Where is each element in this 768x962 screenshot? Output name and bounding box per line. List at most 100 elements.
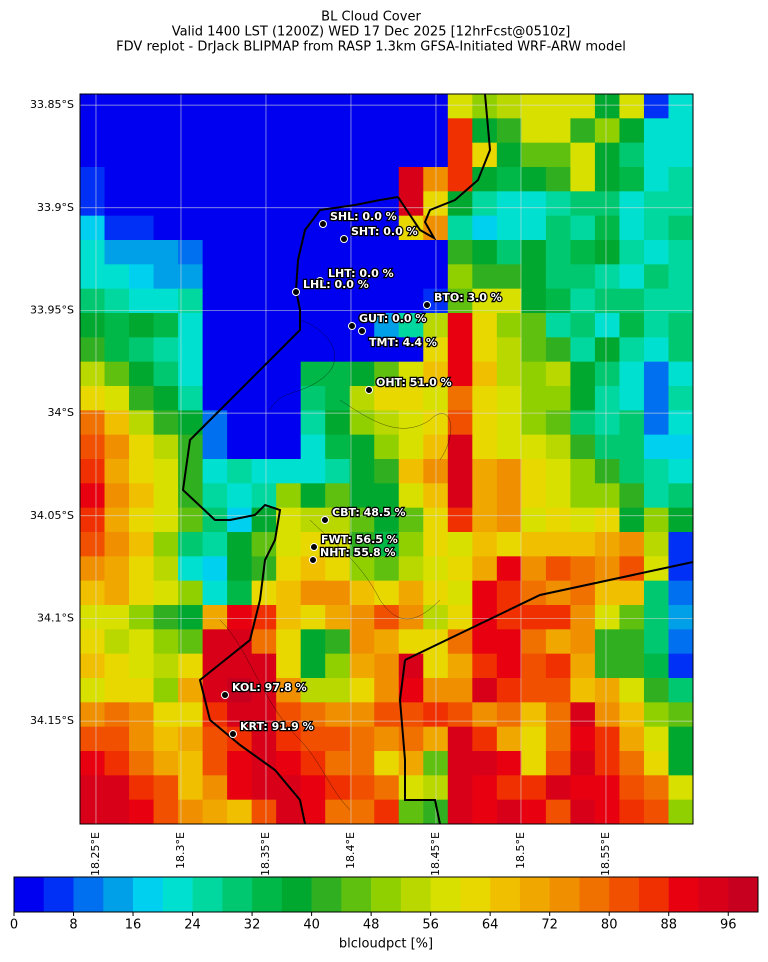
- raster: [80, 94, 694, 825]
- cell: [472, 167, 498, 192]
- cell: [227, 118, 253, 144]
- cell: [349, 94, 375, 119]
- cell: [545, 629, 571, 655]
- cell: [276, 483, 302, 509]
- cell: [619, 288, 645, 314]
- cell: [545, 313, 571, 338]
- cell: [374, 215, 400, 241]
- cell: [668, 240, 694, 265]
- cell: [496, 264, 522, 290]
- cell: [447, 337, 473, 363]
- cell: [668, 507, 694, 533]
- cell: [643, 386, 669, 411]
- cell: [251, 702, 277, 728]
- cell: [349, 459, 375, 484]
- cell: [521, 775, 547, 801]
- cell: [447, 556, 473, 582]
- cell: [178, 629, 204, 655]
- cell: [594, 556, 620, 582]
- cell: [570, 532, 596, 557]
- cell: [80, 215, 106, 241]
- cell: [349, 702, 375, 728]
- cell: [178, 653, 204, 679]
- cell: [300, 653, 326, 679]
- cell: [521, 361, 547, 387]
- cell: [325, 142, 351, 168]
- cell: [374, 726, 400, 752]
- cell: [545, 605, 571, 630]
- cell: [545, 410, 571, 436]
- cell: [80, 288, 106, 314]
- cell: [202, 288, 228, 314]
- cell: [276, 94, 302, 119]
- cell: [178, 191, 204, 217]
- cell: [398, 313, 424, 338]
- cell: [325, 507, 351, 533]
- cell: [104, 191, 130, 217]
- cell: [349, 215, 375, 241]
- cell: [398, 118, 424, 144]
- map-frame: [79, 93, 694, 825]
- cell: [129, 240, 155, 265]
- cell: [668, 775, 694, 801]
- cell: [153, 751, 179, 776]
- cell: [374, 240, 400, 265]
- cell: [104, 313, 130, 338]
- cell: [349, 118, 375, 144]
- cell: [643, 629, 669, 655]
- cell: [496, 94, 522, 119]
- cell: [619, 580, 645, 606]
- cell: [496, 313, 522, 338]
- station-marker: [365, 386, 373, 394]
- cell: [619, 507, 645, 533]
- cell: [374, 118, 400, 144]
- cell: [496, 459, 522, 484]
- cell: [251, 191, 277, 217]
- cell: [496, 580, 522, 606]
- cell: [643, 726, 669, 752]
- cell: [80, 191, 106, 217]
- cell: [104, 264, 130, 290]
- cell: [447, 240, 473, 265]
- cell: [668, 167, 694, 192]
- cell: [80, 726, 106, 752]
- cell: [178, 288, 204, 314]
- colorbar-tick-label: 88: [660, 918, 677, 933]
- cell: [496, 702, 522, 728]
- cell: [80, 434, 106, 460]
- cell: [227, 434, 253, 460]
- x-tick-label: 18.3°E: [174, 832, 187, 869]
- cell: [300, 434, 326, 460]
- cell: [472, 799, 498, 825]
- cell: [398, 629, 424, 655]
- cell: [496, 799, 522, 825]
- cell: [619, 167, 645, 192]
- cell: [349, 361, 375, 387]
- cell: [668, 751, 694, 776]
- cell: [153, 507, 179, 533]
- cell: [496, 386, 522, 411]
- cell: [178, 775, 204, 801]
- cell: [521, 240, 547, 265]
- cell: [276, 215, 302, 241]
- cell: [349, 264, 375, 290]
- cell: [545, 118, 571, 144]
- cell: [398, 94, 424, 119]
- cell: [594, 142, 620, 168]
- x-tick-label: 18.4°E: [344, 832, 357, 869]
- cell: [643, 532, 669, 557]
- colorbar-swatch: [222, 877, 253, 912]
- cell: [227, 751, 253, 776]
- cell: [496, 361, 522, 387]
- cell: [202, 629, 228, 655]
- cell: [545, 386, 571, 411]
- cell: [594, 361, 620, 387]
- cell: [349, 288, 375, 314]
- cell: [594, 532, 620, 557]
- cell: [594, 240, 620, 265]
- cell: [104, 532, 130, 557]
- cell: [129, 434, 155, 460]
- station-label: LHL: 0.0 %: [303, 278, 369, 291]
- cell: [374, 288, 400, 314]
- cell: [374, 629, 400, 655]
